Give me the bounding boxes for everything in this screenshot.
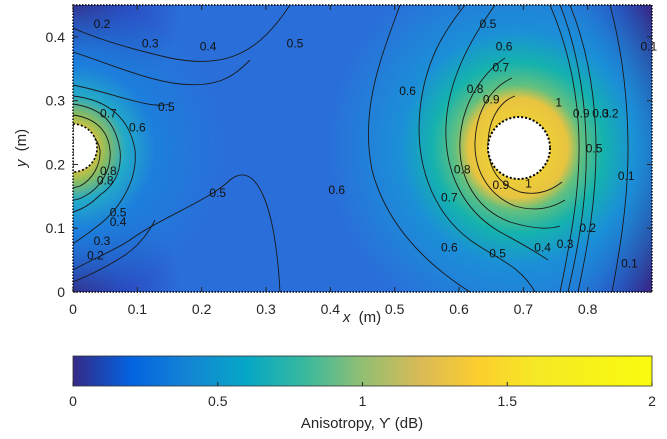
contour-label: 0.8 [100,164,117,178]
contour-line [418,5,536,292]
y-tick-label: 0.1 [46,220,66,236]
contour-line [73,219,156,283]
contour-label: 0.9 [573,106,590,120]
x-tick-label: 0.7 [514,301,534,317]
x-axis-var: x [342,309,351,326]
x-tick-label: 0 [69,301,77,317]
contour-labels: 0.20.3 0.4 0.50.50.60.70.50.80.80.50.40.30… [87,17,657,270]
contour-label: 0.5 [586,142,603,156]
contour-line [559,5,587,292]
contour-label: 1 [555,96,562,110]
y-axis-unit: (m) [13,129,30,152]
contour-label: 0.2 [602,106,619,120]
contour-line [73,51,251,86]
contour-label: 0.8 [97,173,114,187]
contour-line [73,114,111,201]
contour-line [73,95,136,245]
y-tick-label: 0.2 [46,156,66,172]
contour-label: 0.8 [454,163,471,177]
contour-label: 0.3 [94,234,111,248]
contour-label: 0.3 [557,237,574,251]
contour-line [73,5,291,62]
contour-line [73,103,121,213]
x-tick-label: 0.1 [128,301,148,317]
colorbar-ticks: 0 0.5 1 1.5 2 [69,382,656,409]
contour-label: 0.5 [287,36,304,50]
contour-label: 0.5 [489,247,506,261]
x-tick-label: 0.8 [578,301,598,317]
y-tick-label: 0 [57,284,65,300]
contour-label: 0.5 [110,205,127,219]
y-tick-label: 0.3 [46,93,66,109]
contour-label: 0.1 [640,39,657,53]
contour-label: 0.9 [492,178,509,192]
contour-line [459,57,561,229]
contour-line [487,95,563,194]
y-axis-var: y [13,158,30,168]
contour-label: 0.6 [496,39,513,53]
contour-label: 0.2 [94,17,111,31]
contour-label: 0.4 [534,240,551,254]
contour-label: 0.6 [399,84,416,98]
y-axis: 00.10.20.30.4 [46,29,652,300]
right-source-disc [487,116,551,180]
contour-line [609,5,629,292]
contour-line [549,5,580,292]
contour-label: 0.3 [592,106,609,120]
x-axis-label: x (m) [342,309,381,326]
contour-label: 0.3 [142,36,159,50]
colorbar-label: Anisotropy, ϒ (dB) [301,415,423,432]
x-tick-label: 0.6 [449,301,469,317]
contour-label: 0.7 [441,191,458,205]
x-tick-label: 0.5 [385,301,405,317]
contour-lines [73,5,629,292]
contour-label: 0.5 [158,100,175,114]
heatmap-left-source-glow [73,5,652,292]
colorbar-tick-label: 2 [648,393,656,409]
plot-area [73,5,652,292]
contour-label: 0.2 [579,221,596,235]
contour-label: 1 [525,177,532,191]
y-tick-label: 0.4 [46,29,66,45]
contour-label: 0.4 [110,215,127,229]
contour-label: 0.1 [618,169,635,183]
contour-label: 0.5 [209,186,226,200]
x-axis: 0 0.1 0.2 0.3 0.4 0.5 0.6 0.7 0.8 [69,5,598,317]
x-tick-label: 0.2 [192,301,212,317]
contour-label: 0.4 [200,39,217,53]
contour-label: 0.6 [129,120,146,134]
contour-label: 0.8 [467,82,484,96]
contour-line [367,5,471,292]
colorbar [72,355,653,387]
contour-label: 0.7 [492,61,509,75]
x-axis-unit: (m) [359,309,382,326]
plot-frame [72,4,653,293]
left-source-disc [73,123,98,173]
colorbar-tick-label: 0 [69,393,77,409]
colorbar-tick-label: 1 [359,393,367,409]
contour-label: 0.6 [441,240,458,254]
contour-label: 0.5 [480,17,497,31]
contour-label: 0.2 [87,249,104,263]
contour-label: 0.6 [328,183,345,197]
x-tick-label: 0.4 [321,301,341,317]
contour-line [445,5,549,261]
colorbar-tick-label: 1.5 [498,393,518,409]
contour-line [474,77,566,210]
contour-label: 0.1 [621,256,638,270]
contour-label: 0.9 [483,92,500,106]
y-axis-label: y (m) [13,129,30,168]
contour-line [73,84,171,106]
contour-line [569,5,597,292]
contour-label: 0.7 [100,106,117,120]
contour-line [73,174,281,292]
colorbar-tick-label: 0.5 [208,393,228,409]
x-tick-label: 0.3 [256,301,276,317]
